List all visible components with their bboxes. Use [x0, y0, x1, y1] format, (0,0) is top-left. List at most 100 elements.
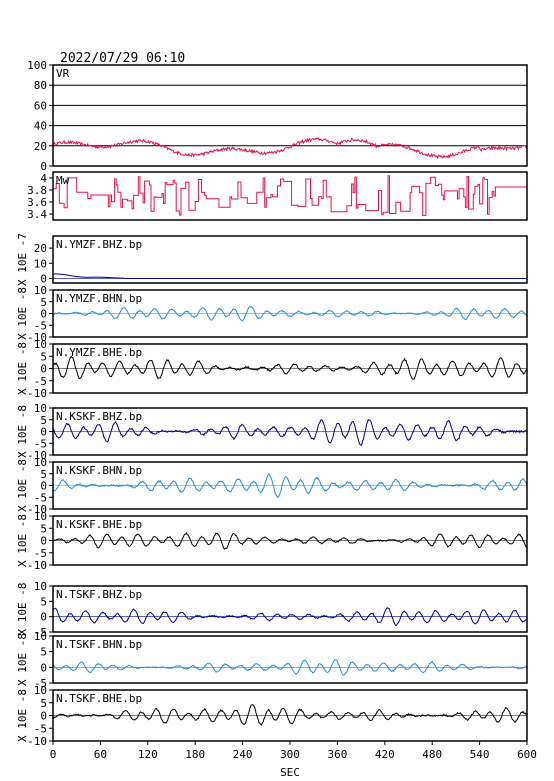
y-tick-label: 10 — [34, 284, 47, 297]
y-tick-label: 10 — [34, 580, 47, 593]
panel-frame — [52, 635, 528, 684]
series-line — [53, 175, 527, 216]
panel-label: N.TSKF.BHN.bp — [56, 638, 142, 651]
series-line — [52, 137, 528, 160]
panel-label: N.KSKF.BHE.bp — [56, 518, 142, 531]
y-tick-label: -5 — [34, 437, 47, 450]
y-tick-label: 80 — [34, 79, 47, 92]
y-axis-label: X 10E -8 — [16, 405, 29, 458]
series-line — [52, 531, 528, 550]
series-line — [52, 355, 528, 380]
panel-frame — [52, 171, 528, 221]
y-tick-label: 10 — [34, 402, 47, 415]
y-tick-label: 10 — [34, 684, 47, 697]
y-tick-label: -5 — [34, 375, 47, 388]
y-tick-label: 5 — [40, 296, 47, 309]
y-tick-label: 10 — [34, 630, 47, 643]
y-tick-label: 10 — [34, 257, 47, 270]
series-line — [52, 418, 528, 446]
y-tick-label: -10 — [27, 449, 47, 462]
panel-2: 0 10 20 N.YMZF.BHZ.bp X 10E -7 — [16, 233, 528, 286]
panel-0: 0 20 40 60 80 100 VR — [27, 59, 528, 173]
y-tick-label: 10 — [34, 456, 47, 469]
y-tick-label: 5 — [40, 595, 47, 608]
series-line — [52, 659, 528, 677]
y-tick-label: 5 — [40, 522, 47, 535]
x-tick-label: 600 — [517, 748, 537, 761]
y-tick-label: -10 — [27, 735, 47, 748]
x-tick-label: 300 — [280, 748, 300, 761]
y-tick-label: 0 — [40, 272, 47, 285]
panel-label: N.YMZF.BHZ.bp — [56, 238, 142, 251]
y-tick-label: 40 — [34, 120, 47, 133]
y-tick-label: -5 — [34, 491, 47, 504]
y-tick-label: -5 — [34, 626, 47, 639]
panel-label: VR — [56, 67, 70, 80]
panel-frame — [52, 64, 528, 167]
x-tick-label: 60 — [94, 748, 107, 761]
y-tick-label: 0 — [40, 363, 47, 376]
panel-label: N.KSKF.BHN.bp — [56, 464, 142, 477]
y-axis-label: X 10E -8 — [16, 689, 29, 742]
y-tick-label: 0 — [40, 611, 47, 624]
y-tick-label: 100 — [27, 59, 47, 72]
y-tick-label: 0 — [40, 426, 47, 439]
x-axis-label: SEC — [280, 766, 300, 779]
x-tick-label: 180 — [185, 748, 205, 761]
y-axis-label: X 10E -7 — [16, 233, 29, 286]
y-tick-label: 0 — [40, 160, 47, 173]
y-tick-label: -5 — [34, 677, 47, 690]
series-line — [52, 306, 528, 322]
y-tick-label: 3.6 — [27, 196, 47, 209]
y-tick-label: -10 — [27, 331, 47, 344]
panel-label: Mw — [56, 174, 70, 187]
y-tick-label: 10 — [34, 338, 47, 351]
panel-8: -5 0 5 10 N.TSKF.BHZ.bp X 10E -8 — [16, 580, 528, 639]
x-tick-label: 540 — [470, 748, 490, 761]
y-tick-label: 4 — [40, 172, 47, 185]
series-line — [52, 606, 528, 627]
y-tick-label: 20 — [34, 140, 47, 153]
series-line — [52, 473, 528, 499]
panel-9: -5 0 5 10 N.TSKF.BHN.bp X 10E -8 — [16, 630, 528, 690]
y-tick-label: -10 — [27, 559, 47, 572]
panel-label: N.YMZF.BHE.bp — [56, 346, 142, 359]
x-tick-label: 420 — [375, 748, 395, 761]
panel-label: N.TSKF.BHZ.bp — [56, 588, 142, 601]
y-tick-label: -5 — [34, 722, 47, 735]
y-tick-label: 0 — [40, 710, 47, 723]
y-tick-label: 0 — [40, 661, 47, 674]
y-axis-label: X 10E -8 — [16, 287, 29, 340]
y-axis-label: X 10E -8 — [16, 514, 29, 567]
y-axis-label: X 10E -8 — [16, 459, 29, 512]
y-tick-label: 0 — [40, 308, 47, 321]
y-tick-label: 5 — [40, 697, 47, 710]
panel-frame — [52, 585, 528, 633]
series-line — [53, 273, 527, 279]
y-tick-label: 20 — [34, 242, 47, 255]
panel-label: N.TSKF.BHE.bp — [56, 692, 142, 705]
x-tick-label: 480 — [422, 748, 442, 761]
y-axis-label: X 10E -8 — [16, 583, 29, 636]
panel-1: 3.43.63.84 Mw — [27, 171, 528, 221]
y-tick-label: -5 — [34, 319, 47, 332]
y-tick-label: -10 — [27, 387, 47, 400]
x-axis: 0 60 120 180 240 300 360 420 480 540 600 — [50, 741, 537, 761]
y-tick-label: 0 — [40, 480, 47, 493]
y-tick-label: 60 — [34, 99, 47, 112]
y-tick-label: -5 — [34, 547, 47, 560]
panel-label: N.KSKF.BHZ.bp — [56, 410, 142, 423]
y-tick-label: 10 — [34, 510, 47, 523]
y-tick-label: 5 — [40, 414, 47, 427]
y-tick-label: 3.8 — [27, 184, 47, 197]
x-tick-label: 120 — [138, 748, 158, 761]
y-tick-label: 0 — [40, 535, 47, 548]
panel-frame — [52, 235, 528, 284]
y-axis-label: X 10E -8 — [16, 342, 29, 395]
